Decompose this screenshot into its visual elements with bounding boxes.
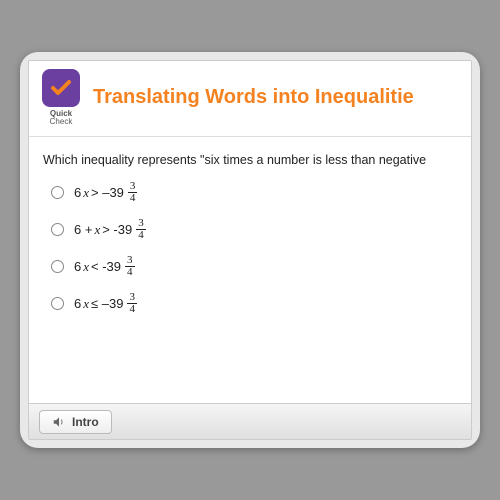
device-frame: Quick Check Translating Words into Inequ…: [20, 52, 480, 448]
fraction: 3 4: [128, 181, 138, 204]
denominator: 4: [128, 193, 138, 204]
intro-button[interactable]: Intro: [39, 410, 112, 434]
math-prefix: 6: [74, 185, 81, 200]
math-prefix: 6: [74, 259, 81, 274]
checkmark-icon: [49, 76, 73, 100]
content-area: Which inequality represents "six times a…: [29, 137, 471, 345]
icon-label-check: Check: [50, 118, 73, 126]
math-prefix: 6 +: [74, 222, 92, 237]
option-2[interactable]: 6 + x > -39 3 4: [43, 218, 457, 241]
intro-label: Intro: [72, 415, 99, 429]
denominator: 4: [136, 230, 146, 241]
math-prefix: 6: [74, 296, 81, 311]
math-op: < -39: [91, 259, 121, 274]
option-3[interactable]: 6x < -39 3 4: [43, 255, 457, 278]
math-op: ≤ –39: [91, 296, 123, 311]
radio-icon[interactable]: [51, 260, 64, 273]
math-var: x: [83, 296, 89, 312]
math-op: > –39: [91, 185, 124, 200]
denominator: 4: [125, 267, 135, 278]
radio-icon[interactable]: [51, 186, 64, 199]
option-4-math: 6x ≤ –39 3 4: [74, 292, 137, 315]
question-text: Which inequality represents "six times a…: [43, 153, 457, 167]
radio-icon[interactable]: [51, 297, 64, 310]
option-4[interactable]: 6x ≤ –39 3 4: [43, 292, 457, 315]
screen: Quick Check Translating Words into Inequ…: [28, 60, 472, 440]
fraction: 3 4: [127, 292, 137, 315]
denominator: 4: [127, 304, 137, 315]
math-var: x: [83, 185, 89, 201]
fraction: 3 4: [125, 255, 135, 278]
math-op: > -39: [102, 222, 132, 237]
math-var: x: [83, 259, 89, 275]
option-1-math: 6x > –39 3 4: [74, 181, 137, 204]
speaker-icon: [52, 415, 66, 429]
app-icon-wrap: Quick Check: [39, 69, 83, 126]
option-1[interactable]: 6x > –39 3 4: [43, 181, 457, 204]
header: Quick Check Translating Words into Inequ…: [29, 61, 471, 137]
page-title: Translating Words into Inequalitie: [93, 86, 414, 109]
footer-bar: Intro: [29, 403, 471, 439]
quick-check-icon: [42, 69, 80, 107]
math-var: x: [94, 222, 100, 238]
option-2-math: 6 + x > -39 3 4: [74, 218, 146, 241]
option-3-math: 6x < -39 3 4: [74, 255, 135, 278]
fraction: 3 4: [136, 218, 146, 241]
radio-icon[interactable]: [51, 223, 64, 236]
